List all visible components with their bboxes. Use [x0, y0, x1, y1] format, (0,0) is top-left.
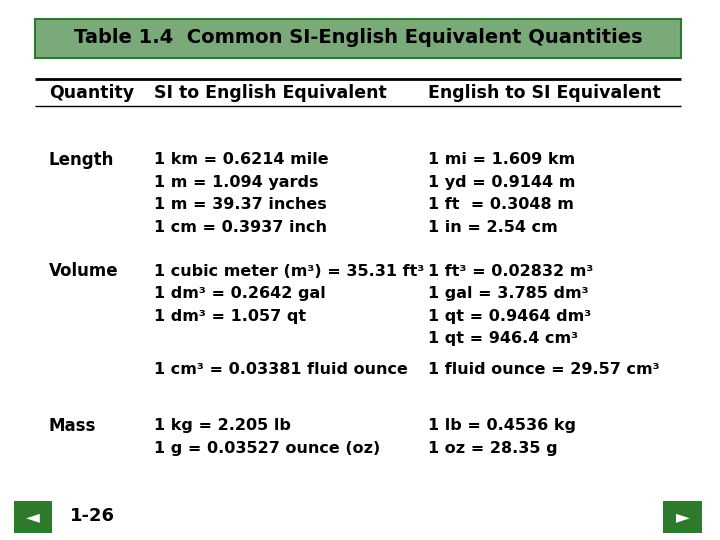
- Text: 1 oz = 28.35 g: 1 oz = 28.35 g: [428, 441, 558, 456]
- Text: 1 km = 0.6214 mile: 1 km = 0.6214 mile: [154, 152, 329, 167]
- Text: Table 1.4  Common SI-English Equivalent Quantities: Table 1.4 Common SI-English Equivalent Q…: [73, 28, 642, 47]
- Text: 1 in = 2.54 cm: 1 in = 2.54 cm: [428, 220, 558, 235]
- Text: Length: Length: [49, 151, 114, 169]
- Text: English to SI Equivalent: English to SI Equivalent: [428, 84, 661, 102]
- Text: 1 cm = 0.3937 inch: 1 cm = 0.3937 inch: [154, 220, 327, 235]
- Text: 1 dm³ = 0.2642 gal: 1 dm³ = 0.2642 gal: [154, 286, 326, 301]
- Text: ►: ►: [676, 508, 690, 526]
- Text: 1 ft  = 0.3048 m: 1 ft = 0.3048 m: [428, 198, 574, 213]
- FancyBboxPatch shape: [14, 501, 53, 533]
- FancyBboxPatch shape: [35, 19, 681, 58]
- Text: 1 gal = 3.785 dm³: 1 gal = 3.785 dm³: [428, 286, 589, 301]
- Text: 1 m = 39.37 inches: 1 m = 39.37 inches: [154, 198, 327, 213]
- Text: Volume: Volume: [49, 262, 119, 280]
- Text: 1 g = 0.03527 ounce (oz): 1 g = 0.03527 ounce (oz): [154, 441, 380, 456]
- Text: 1 lb = 0.4536 kg: 1 lb = 0.4536 kg: [428, 418, 576, 433]
- Text: Quantity: Quantity: [49, 84, 134, 102]
- Text: 1 kg = 2.205 lb: 1 kg = 2.205 lb: [154, 418, 291, 433]
- Text: 1 fluid ounce = 29.57 cm³: 1 fluid ounce = 29.57 cm³: [428, 362, 660, 377]
- Text: 1 yd = 0.9144 m: 1 yd = 0.9144 m: [428, 175, 575, 190]
- Text: Mass: Mass: [49, 417, 96, 435]
- Text: SI to English Equivalent: SI to English Equivalent: [154, 84, 387, 102]
- Text: 1 cubic meter (m³) = 35.31 ft³: 1 cubic meter (m³) = 35.31 ft³: [154, 264, 425, 279]
- Text: 1-26: 1-26: [70, 507, 115, 525]
- FancyBboxPatch shape: [663, 501, 702, 533]
- Text: 1 m = 1.094 yards: 1 m = 1.094 yards: [154, 175, 319, 190]
- Text: 1 cm³ = 0.03381 fluid ounce: 1 cm³ = 0.03381 fluid ounce: [154, 362, 408, 377]
- Text: 1 dm³ = 1.057 qt: 1 dm³ = 1.057 qt: [154, 309, 306, 323]
- Text: ◄: ◄: [26, 508, 40, 526]
- Text: 1 qt = 0.9464 dm³: 1 qt = 0.9464 dm³: [428, 309, 591, 323]
- Text: 1 ft³ = 0.02832 m³: 1 ft³ = 0.02832 m³: [428, 264, 593, 279]
- Text: 1 qt = 946.4 cm³: 1 qt = 946.4 cm³: [428, 331, 578, 346]
- Text: 1 mi = 1.609 km: 1 mi = 1.609 km: [428, 152, 575, 167]
